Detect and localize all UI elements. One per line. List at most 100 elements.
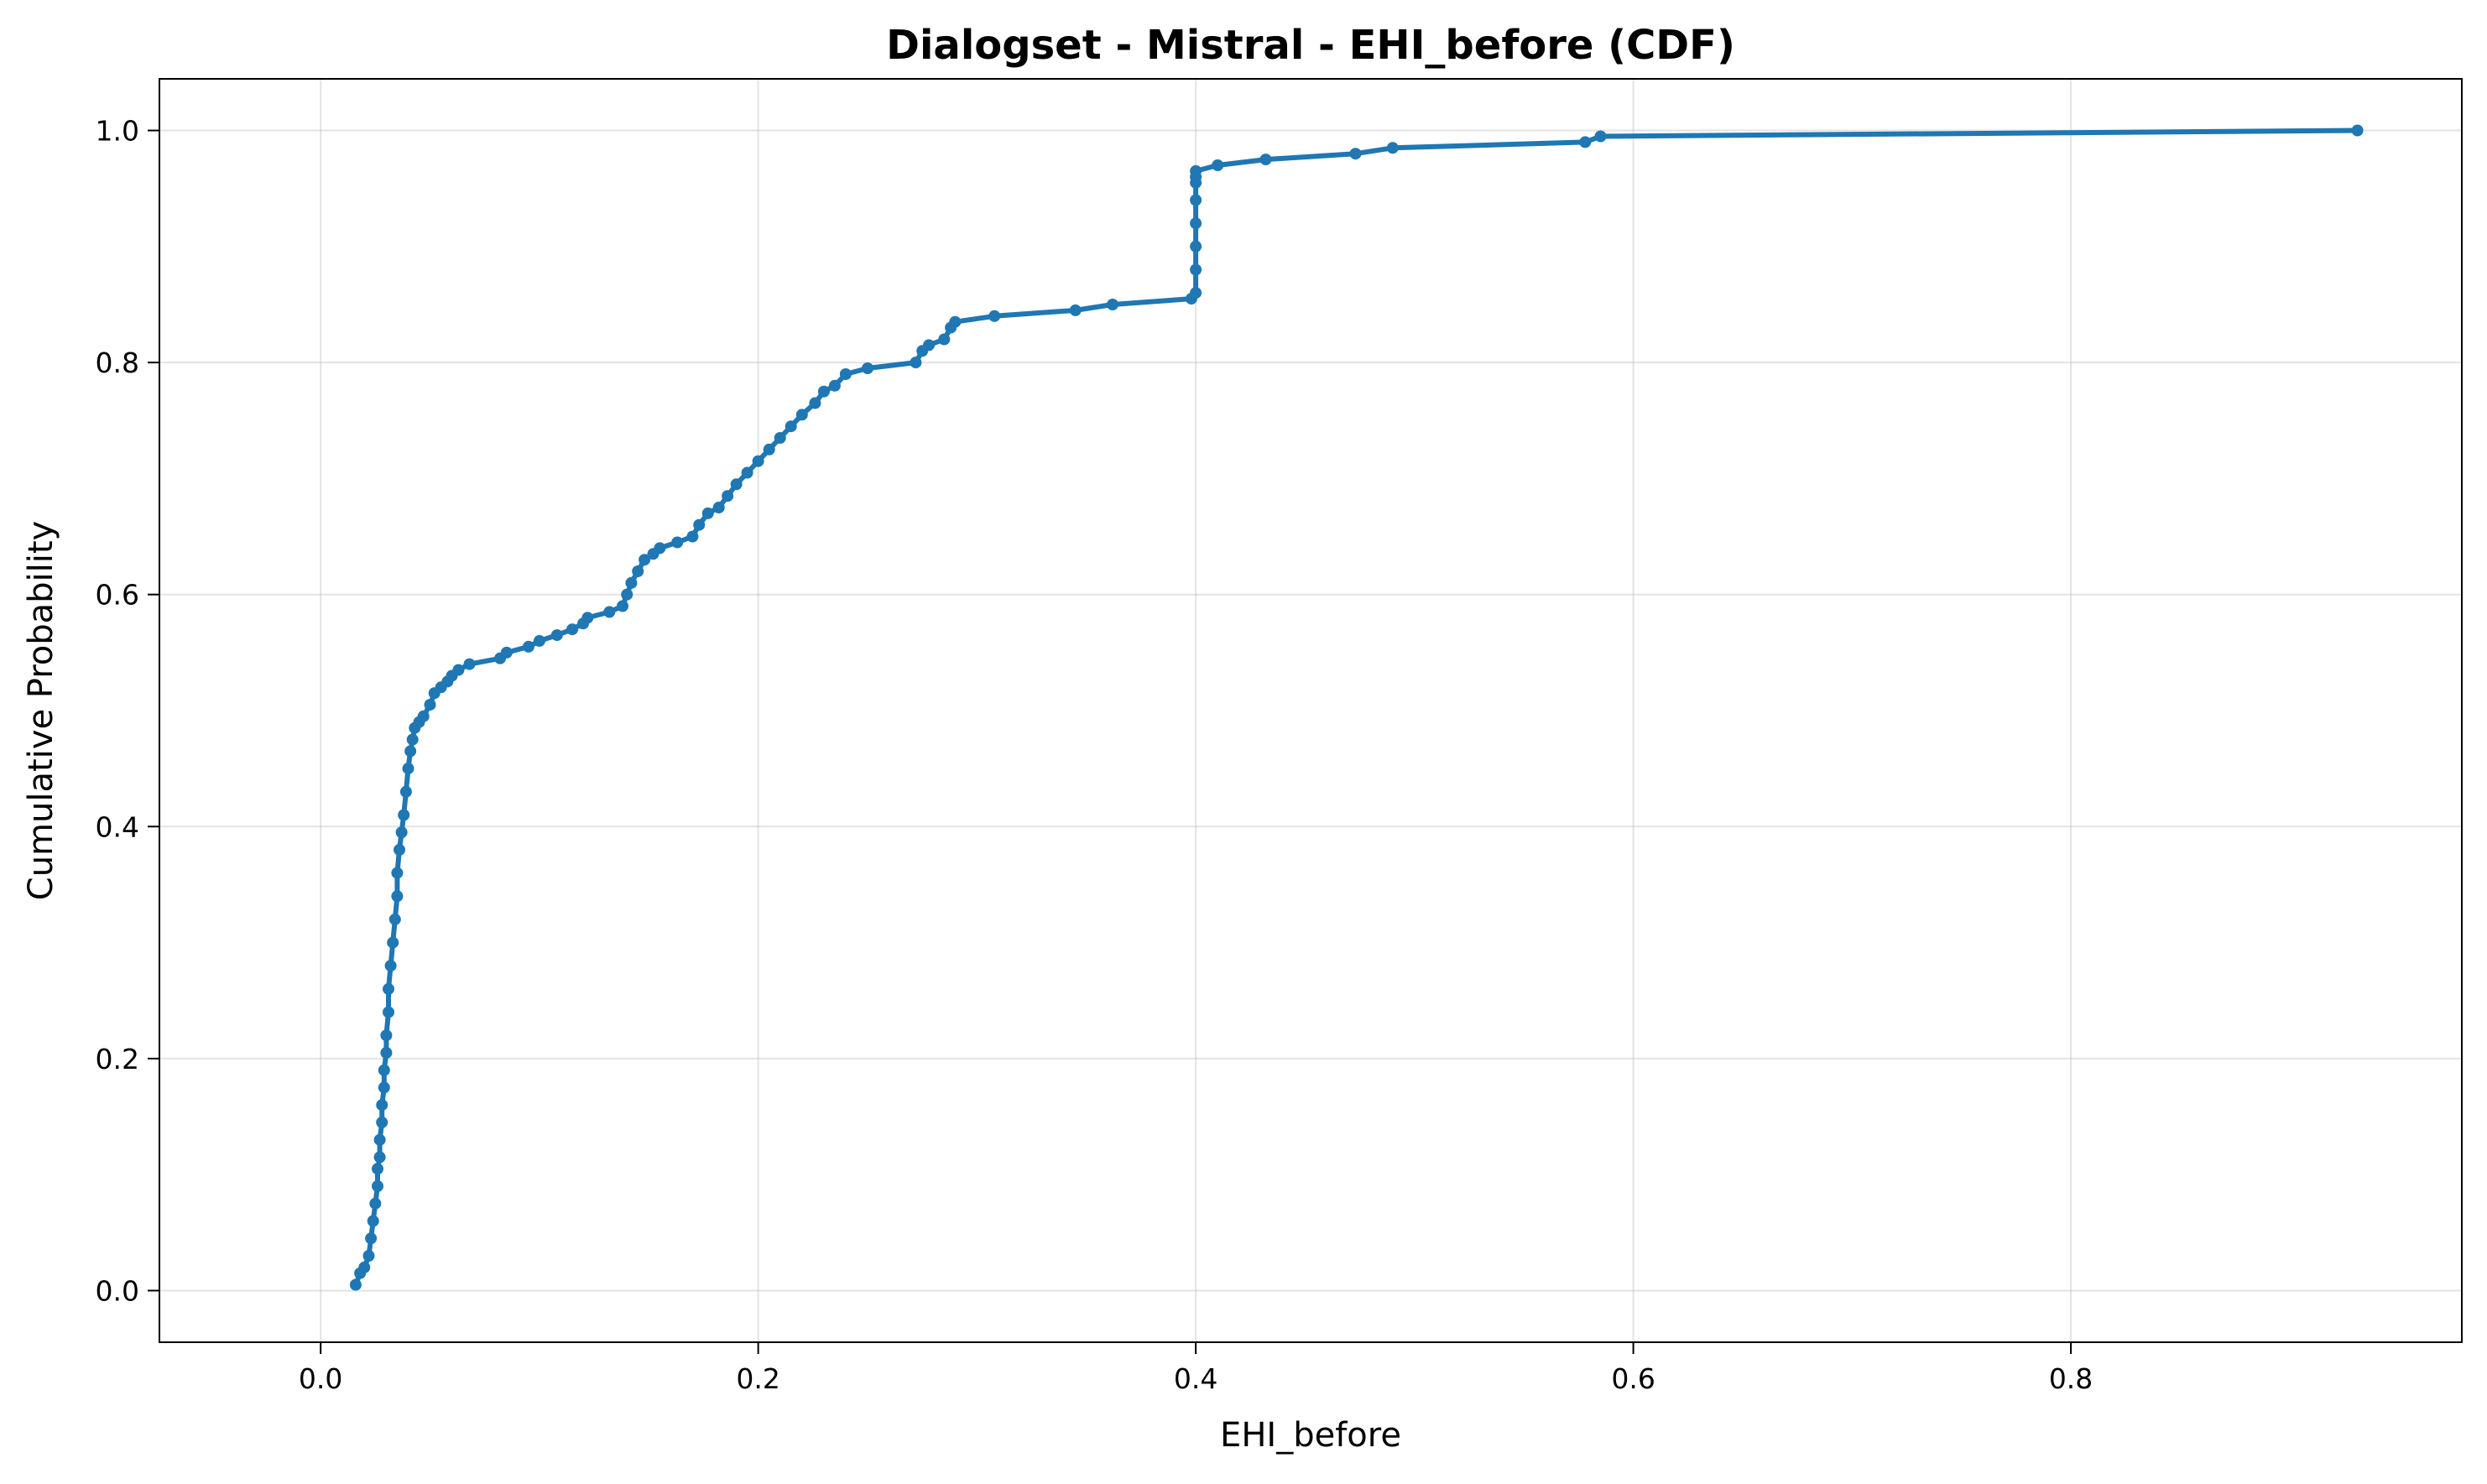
data-point — [686, 530, 699, 543]
data-point — [1190, 194, 1202, 206]
data-point — [376, 1099, 388, 1112]
data-point — [752, 455, 764, 467]
data-point — [1259, 154, 1272, 166]
data-point — [384, 960, 397, 972]
data-point — [372, 1180, 383, 1192]
data-point — [378, 1081, 390, 1094]
x-axis-ticks: 0.0 0.2 0.4 0.6 0.8 — [299, 1342, 2093, 1395]
data-point — [376, 1116, 388, 1128]
data-point — [373, 1151, 386, 1164]
y-tick-label: 0.8 — [96, 346, 139, 379]
data-point — [383, 982, 394, 995]
y-tick-label: 1.0 — [96, 115, 139, 148]
data-point — [369, 1197, 382, 1210]
x-axis-label: EHI_before — [1220, 1416, 1401, 1455]
data-point — [1594, 130, 1607, 143]
data-point — [402, 763, 414, 775]
data-point — [463, 658, 476, 670]
data-point — [785, 420, 797, 433]
data-point — [923, 339, 935, 351]
x-tick-label: 0.0 — [299, 1362, 342, 1395]
data-point — [741, 466, 753, 479]
marker-layer — [349, 124, 2364, 1291]
data-point — [391, 867, 404, 879]
data-point — [632, 565, 644, 577]
data-point — [378, 1064, 390, 1076]
data-point — [394, 844, 405, 856]
data-point — [712, 502, 725, 513]
data-point — [701, 507, 714, 519]
data-point — [1107, 299, 1118, 310]
x-tick-label: 0.2 — [736, 1362, 779, 1395]
data-point — [722, 490, 734, 502]
data-point — [533, 635, 545, 647]
data-point — [500, 646, 513, 659]
data-point — [621, 588, 633, 601]
x-tick-label: 0.6 — [1611, 1362, 1655, 1395]
cdf-series-line — [352, 128, 2360, 1288]
data-point — [404, 745, 417, 758]
data-point — [349, 1278, 362, 1291]
data-point — [625, 576, 638, 589]
data-point — [639, 554, 651, 566]
data-point — [730, 478, 743, 491]
y-tick-label: 0.6 — [96, 579, 139, 612]
data-point — [388, 913, 401, 925]
data-point — [452, 664, 465, 676]
data-point — [1579, 136, 1592, 148]
data-point — [809, 397, 821, 409]
series-layer — [352, 128, 2360, 1288]
data-point — [550, 629, 563, 642]
data-point — [367, 1215, 379, 1227]
data-point — [380, 1029, 393, 1042]
data-point — [1349, 148, 1362, 160]
y-tick-label: 0.4 — [96, 810, 139, 843]
data-point — [372, 1163, 383, 1175]
data-point — [763, 443, 775, 456]
data-point — [373, 1133, 386, 1146]
data-point — [417, 710, 430, 722]
y-tick-label: 0.0 — [96, 1274, 139, 1307]
data-point — [1212, 159, 1224, 171]
data-point — [839, 368, 852, 380]
data-point — [566, 623, 578, 636]
data-point — [1190, 240, 1202, 253]
data-point — [828, 379, 841, 392]
data-point — [671, 536, 684, 549]
data-point — [603, 606, 616, 618]
data-point — [1386, 142, 1399, 154]
data-point — [387, 936, 399, 949]
chart-title: Dialogset - Mistral - EHI_before (CDF) — [886, 22, 1735, 69]
data-point — [654, 542, 666, 555]
data-point — [693, 518, 706, 531]
data-point — [1190, 287, 1202, 299]
data-point — [949, 315, 962, 328]
data-point — [1069, 304, 1082, 316]
data-point — [358, 1261, 371, 1273]
data-point — [774, 432, 786, 444]
data-point — [1190, 263, 1202, 276]
data-point — [391, 890, 404, 903]
data-point — [365, 1232, 378, 1245]
data-point — [362, 1250, 375, 1262]
data-point — [1190, 217, 1202, 230]
x-tick-label: 0.4 — [1174, 1362, 1217, 1395]
data-point — [938, 333, 951, 346]
data-point — [395, 826, 408, 839]
data-point — [398, 809, 410, 821]
plot-frame — [159, 78, 2463, 1343]
data-point — [383, 1006, 394, 1018]
y-axis-label: Cumulative Probability — [22, 521, 60, 900]
data-point — [862, 362, 873, 374]
data-point — [2351, 124, 2364, 137]
data-point — [910, 357, 922, 369]
data-point — [988, 310, 1001, 322]
x-tick-label: 0.8 — [2049, 1362, 2093, 1395]
data-point — [817, 385, 830, 398]
data-point — [1190, 164, 1202, 177]
data-point — [617, 600, 628, 612]
y-tick-label: 0.2 — [96, 1043, 139, 1075]
y-axis-ticks: 0.0 0.2 0.4 0.6 0.8 1.0 — [96, 115, 159, 1307]
